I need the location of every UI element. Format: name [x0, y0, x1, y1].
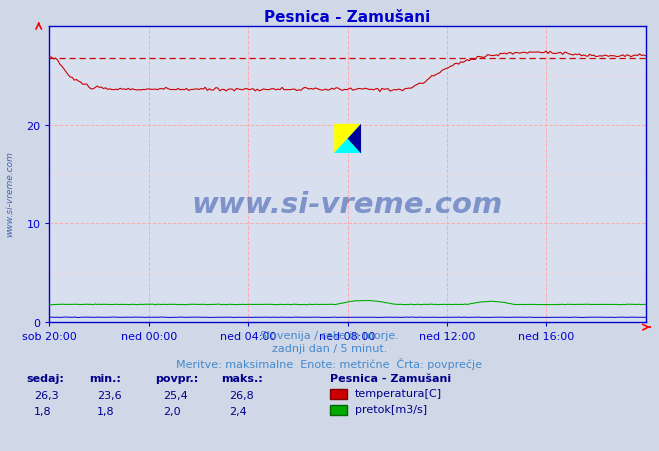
Text: 26,8: 26,8 — [229, 390, 254, 400]
Text: zadnji dan / 5 minut.: zadnji dan / 5 minut. — [272, 344, 387, 354]
Text: 1,8: 1,8 — [97, 406, 115, 416]
Text: Slovenija / reke in morje.: Slovenija / reke in morje. — [260, 330, 399, 340]
Polygon shape — [334, 124, 361, 154]
Text: 25,4: 25,4 — [163, 390, 188, 400]
Title: Pesnica - Zamušani: Pesnica - Zamušani — [264, 9, 431, 24]
Text: 2,0: 2,0 — [163, 406, 181, 416]
Text: Meritve: maksimalne  Enote: metrične  Črta: povprečje: Meritve: maksimalne Enote: metrične Črta… — [177, 357, 482, 369]
Text: povpr.:: povpr.: — [155, 373, 198, 383]
Text: sedaj:: sedaj: — [26, 373, 64, 383]
Text: Pesnica - Zamušani: Pesnica - Zamušani — [330, 373, 451, 383]
Text: min.:: min.: — [89, 373, 121, 383]
Polygon shape — [348, 124, 361, 154]
Text: temperatura[C]: temperatura[C] — [355, 388, 442, 398]
Text: 2,4: 2,4 — [229, 406, 246, 416]
Text: pretok[m3/s]: pretok[m3/s] — [355, 404, 426, 414]
Text: 1,8: 1,8 — [34, 406, 52, 416]
Text: 23,6: 23,6 — [97, 390, 121, 400]
Text: maks.:: maks.: — [221, 373, 262, 383]
Text: www.si-vreme.com: www.si-vreme.com — [192, 190, 503, 218]
Polygon shape — [334, 124, 361, 154]
Text: 26,3: 26,3 — [34, 390, 59, 400]
Text: www.si-vreme.com: www.si-vreme.com — [5, 151, 14, 237]
